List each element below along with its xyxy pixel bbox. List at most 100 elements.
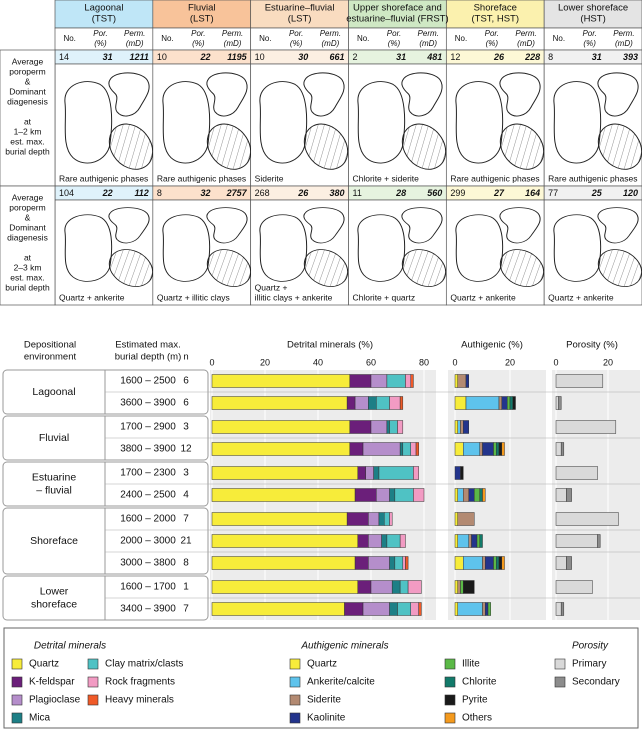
poroperm-value: 1211 bbox=[129, 52, 148, 62]
authigenic-segment bbox=[485, 602, 489, 616]
environment-label: Shoreface bbox=[30, 535, 78, 547]
n-label: 7 bbox=[183, 514, 189, 525]
row-label: at bbox=[24, 116, 32, 126]
porosity-segment bbox=[555, 488, 567, 502]
porosity-segment bbox=[560, 442, 565, 456]
tick-label: 0 bbox=[553, 357, 558, 367]
n-label: 8 bbox=[183, 558, 189, 569]
detrital-segment bbox=[384, 512, 390, 526]
depth-label: 1600 – 2000 bbox=[120, 514, 176, 525]
detrital-segment bbox=[370, 374, 388, 388]
detrital-segment bbox=[368, 556, 390, 570]
detrital-segment bbox=[344, 602, 364, 616]
legend-label: Mica bbox=[29, 713, 51, 724]
porosity-segment bbox=[560, 602, 565, 616]
header: environment bbox=[24, 352, 77, 363]
legend-label: Primary bbox=[572, 659, 606, 670]
depth-label: 1600 – 2500 bbox=[120, 376, 176, 387]
tick-label: 0 bbox=[209, 357, 214, 367]
row-label: & bbox=[25, 76, 31, 86]
row-label: Average bbox=[12, 192, 44, 202]
legend-swatch bbox=[11, 712, 23, 724]
subheader-label: (%) bbox=[192, 39, 205, 48]
poroperm-value: 1195 bbox=[227, 52, 247, 62]
environment-label: Fluvial bbox=[39, 432, 69, 444]
poroperm-value: 268 bbox=[255, 188, 270, 198]
porosity-segment bbox=[555, 396, 559, 410]
row-label: diagenesis bbox=[7, 96, 48, 106]
authigenic-segment bbox=[498, 556, 502, 570]
column-title: (HST) bbox=[580, 14, 605, 25]
poroperm-value: 26 bbox=[493, 52, 505, 62]
subheader-label: No. bbox=[161, 34, 173, 43]
tick-label: 0 bbox=[452, 357, 457, 367]
porosity-segment bbox=[555, 466, 598, 480]
n-label: 3 bbox=[183, 422, 189, 433]
diagenesis-caption: Quartz + illitic clays bbox=[157, 292, 230, 302]
row-label-cell bbox=[0, 49, 56, 187]
diagenesis-caption: Quartz + bbox=[255, 282, 288, 292]
column-header bbox=[445, 0, 545, 29]
diagenesis-caption: Siderite bbox=[255, 173, 284, 183]
detrital-segment bbox=[410, 374, 414, 388]
diagenesis-caption: Rare authigenic phases bbox=[450, 173, 539, 183]
row-label: & bbox=[25, 212, 31, 222]
authigenic-segment bbox=[482, 442, 494, 456]
poroperm-value: 31 bbox=[592, 52, 602, 62]
poroperm-value: 14 bbox=[59, 52, 69, 62]
authigenic-segment bbox=[463, 488, 469, 502]
authigenic-segment bbox=[501, 556, 505, 570]
authigenic-segment bbox=[454, 442, 464, 456]
row-label: est. max. bbox=[10, 136, 44, 146]
detrital-segment bbox=[354, 396, 369, 410]
authigenic-segment bbox=[457, 512, 475, 526]
authigenic-segment bbox=[465, 374, 469, 388]
authigenic-segment bbox=[457, 534, 469, 548]
detrital-segment bbox=[357, 466, 366, 480]
legend-swatch bbox=[11, 694, 23, 706]
subheader-label: Por. bbox=[485, 29, 499, 38]
legend-swatch bbox=[444, 676, 456, 688]
authigenic-segment bbox=[454, 556, 464, 570]
detrital-segment bbox=[389, 420, 398, 434]
poroperm-value: 661 bbox=[329, 52, 344, 62]
detrital-segment bbox=[399, 442, 404, 456]
subheader-label: No. bbox=[455, 34, 467, 43]
porosity-segment bbox=[555, 512, 619, 526]
detrital-segment bbox=[410, 442, 417, 456]
authigenic-segment bbox=[463, 420, 469, 434]
column-title: Shoreface bbox=[474, 3, 517, 14]
authigenic-segment bbox=[496, 442, 500, 456]
authigenic-segment bbox=[463, 442, 480, 456]
subheader-label: Por. bbox=[289, 29, 303, 38]
column-title: estuarine–fluvial (FRST) bbox=[346, 14, 448, 25]
detrital-segment bbox=[405, 374, 412, 388]
subheader-label: (mD) bbox=[322, 39, 340, 48]
detrital-segment bbox=[376, 396, 390, 410]
depth-label: 3000 – 3800 bbox=[120, 558, 176, 569]
subheader-label: Perm. bbox=[613, 29, 634, 38]
n-label: 21 bbox=[180, 536, 192, 547]
legend-swatch bbox=[87, 658, 99, 670]
row-label: 2–3 km bbox=[14, 262, 42, 272]
authigenic-segment bbox=[482, 488, 486, 502]
detrital-segment bbox=[211, 556, 356, 570]
diagenesis-caption: Quartz + ankerite bbox=[59, 292, 125, 302]
authigenic-segment bbox=[479, 534, 483, 548]
header: Porosity (%) bbox=[566, 340, 618, 351]
column-title: (LST) bbox=[288, 14, 312, 25]
poroperm-value: 299 bbox=[450, 188, 465, 198]
legend-label: Kaolinite bbox=[307, 713, 346, 724]
row-label: Average bbox=[12, 56, 44, 66]
legend-swatch bbox=[289, 694, 301, 706]
subheader-label: (%) bbox=[388, 39, 401, 48]
authigenic-segment bbox=[498, 396, 502, 410]
detrital-segment bbox=[368, 534, 382, 548]
detrital-segment bbox=[397, 420, 404, 434]
legend-label: Others bbox=[462, 713, 492, 724]
poroperm-value: 25 bbox=[591, 188, 603, 198]
detrital-segment bbox=[362, 602, 390, 616]
header: burial depth (m) bbox=[115, 352, 182, 363]
n-label: 12 bbox=[180, 444, 192, 455]
subheader-label: No. bbox=[357, 34, 369, 43]
